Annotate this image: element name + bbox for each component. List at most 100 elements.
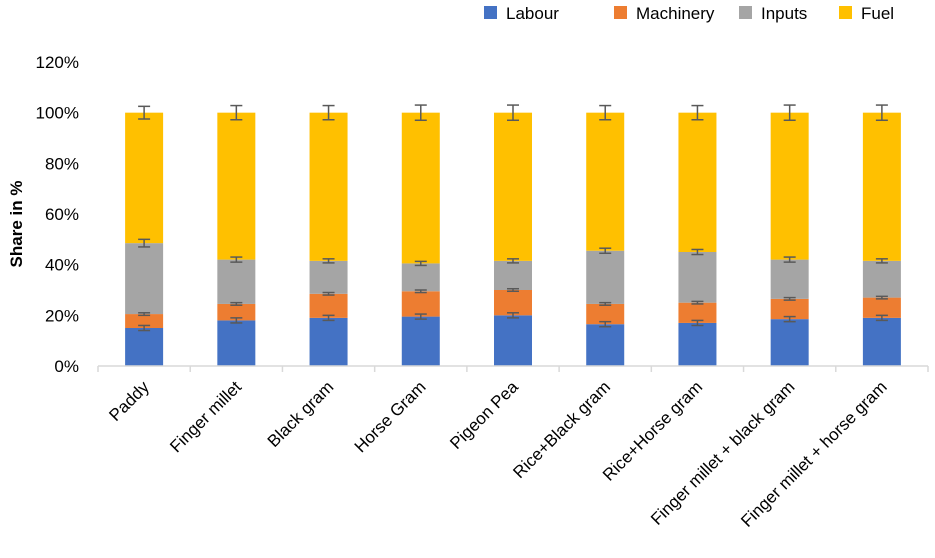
bar-segment [678, 302, 717, 323]
bar-segment [770, 298, 809, 320]
bar-segment [309, 112, 348, 261]
legend-item: Labour [484, 4, 559, 23]
error-bar [414, 313, 427, 320]
bar-segment [678, 322, 717, 366]
bar-segment [586, 324, 625, 366]
bar-segment [770, 112, 809, 260]
x-category-label: Black gram [264, 377, 338, 451]
error-bar [691, 104, 704, 121]
bars [125, 112, 901, 366]
error-bar [599, 320, 612, 328]
bar-segment [862, 297, 901, 318]
error-bar [875, 295, 888, 300]
bar-segment [125, 243, 164, 315]
bar-segment [401, 112, 440, 264]
bar-segment [770, 319, 809, 366]
error-bar [507, 258, 519, 264]
bar-segment [309, 260, 348, 294]
legend-swatch [614, 6, 627, 19]
legend-swatch [839, 6, 852, 19]
x-category-label: Pigeon Pea [446, 377, 522, 453]
x-category-label: Rice+Black gram [509, 377, 614, 482]
error-bar [599, 247, 612, 255]
x-category-label: Finger millet [166, 377, 245, 456]
error-bar [230, 256, 243, 263]
error-bar [230, 104, 243, 121]
bar-segment [586, 250, 625, 304]
bar-segment [494, 112, 532, 261]
error-bar [783, 256, 796, 263]
error-bar [322, 314, 335, 322]
error-bar [783, 315, 796, 323]
legend-label: Machinery [636, 4, 715, 23]
legend-swatch [484, 6, 497, 19]
bar-segment [862, 317, 901, 366]
y-tick-label: 80% [45, 154, 79, 173]
y-axis-title: Share in % [7, 181, 26, 268]
y-tick-label: 0% [54, 357, 79, 376]
y-tick-label: 20% [45, 306, 79, 325]
legend-label: Fuel [861, 4, 894, 23]
bar-segment [586, 112, 625, 251]
y-tick-label: 40% [45, 256, 79, 275]
error-bar [691, 248, 704, 256]
legend: Labour Machinery Inputs Fuel [484, 4, 894, 23]
error-bar [322, 258, 335, 264]
bar-segment [770, 259, 809, 299]
error-bar [599, 104, 612, 121]
error-bar [414, 104, 427, 122]
error-bar [599, 301, 612, 306]
bar-segment [217, 259, 256, 304]
bar-segment [494, 315, 532, 366]
bar-segment [309, 317, 348, 366]
y-axis-ticks: 0% 20% 40% 60% 80% 100% 120% [36, 53, 79, 376]
error-bar [875, 314, 888, 322]
error-bar [783, 296, 796, 301]
legend-item: Machinery [614, 4, 715, 23]
error-bar [691, 300, 704, 305]
error-bar [691, 319, 704, 327]
y-tick-label: 60% [45, 205, 79, 224]
error-bar [138, 312, 151, 317]
x-category-label: Horse Gram [351, 377, 430, 456]
bar-segment [401, 316, 440, 366]
bar-segment [678, 252, 717, 303]
error-bar [507, 104, 519, 122]
error-bar [414, 260, 427, 267]
y-tick-label: 120% [36, 53, 79, 72]
bar-segment [125, 112, 164, 244]
error-bar [138, 324, 151, 332]
bar-segment [678, 112, 717, 253]
legend-item: Inputs [739, 4, 807, 23]
x-category-label: Paddy [105, 377, 153, 425]
bar-segment [217, 320, 256, 366]
bar-segment [494, 290, 532, 316]
error-bar [138, 105, 151, 120]
bar-segment [125, 328, 164, 366]
error-bar [322, 104, 335, 121]
bar-segment [401, 291, 440, 317]
bar-segment [217, 112, 256, 260]
error-bar [507, 287, 519, 293]
error-bar [507, 312, 519, 319]
error-bar [875, 104, 888, 122]
error-bar [414, 289, 427, 294]
bar-segment [862, 112, 901, 261]
legend-label: Labour [506, 4, 559, 23]
error-bar [322, 291, 335, 296]
error-bar [875, 258, 888, 264]
error-bars [138, 104, 888, 332]
x-axis-labels: Paddy Finger millet Black gram Horse Gram Pi… [105, 377, 890, 531]
y-tick-label: 100% [36, 104, 79, 123]
bar-segment [401, 263, 440, 292]
bar-segment [494, 260, 532, 290]
legend-label: Inputs [761, 4, 807, 23]
bar-segment [125, 314, 164, 328]
x-category-label: Finger millet + horse gram [737, 377, 890, 530]
legend-item: Fuel [839, 4, 894, 23]
bar-segment [217, 303, 256, 321]
error-bar [783, 104, 796, 122]
legend-swatch [739, 6, 752, 19]
error-bar [230, 301, 243, 306]
